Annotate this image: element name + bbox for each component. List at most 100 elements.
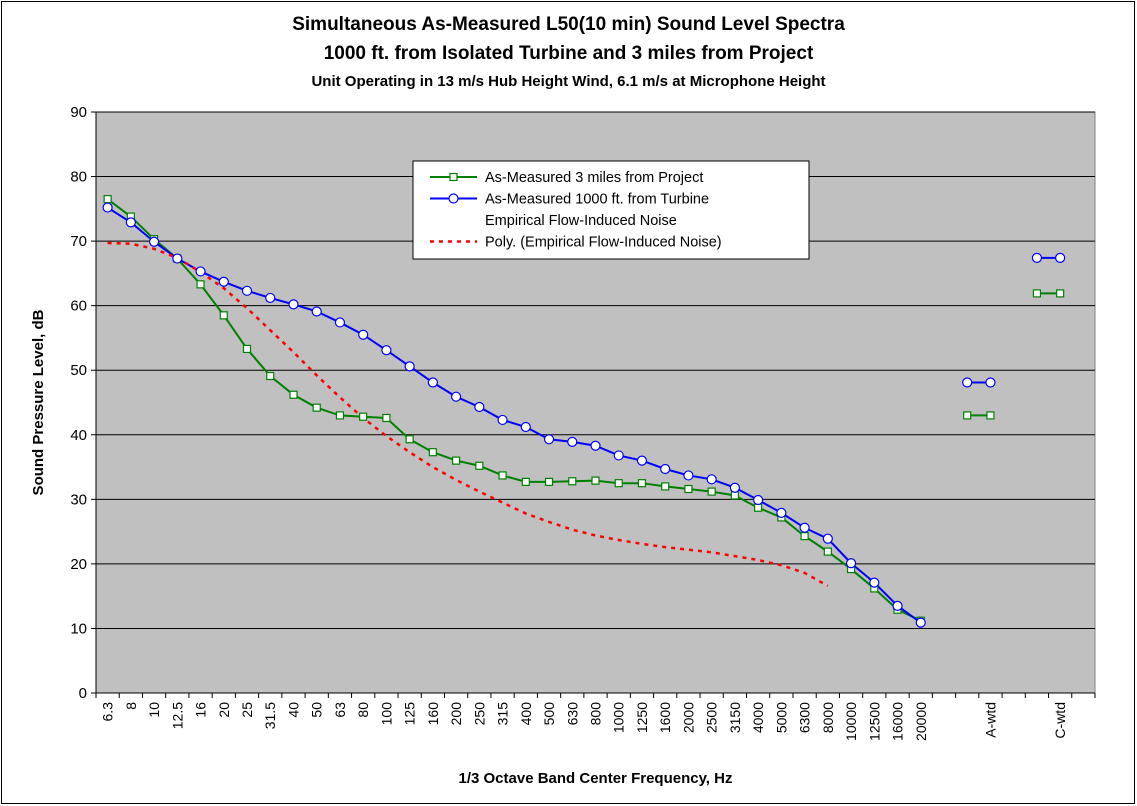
data-point-series-2 <box>404 361 415 372</box>
x-tick-label: 3150 <box>727 702 743 733</box>
chart-subtitle: 1000 ft. from Isolated Turbine and 3 mil… <box>323 43 814 64</box>
x-tick-label: 630 <box>564 702 580 726</box>
data-point-series-2 <box>358 329 369 340</box>
y-tick-label: 50 <box>70 362 87 379</box>
x-tick-label: 40 <box>285 702 301 718</box>
legend-label: As-Measured 3 miles from Project <box>485 170 703 186</box>
data-point-series-2 <box>334 317 346 328</box>
x-tick-label: 100 <box>378 702 394 726</box>
weighted-point-A-wtd <box>986 411 995 420</box>
weighted-point-C-wtd <box>1031 252 1043 263</box>
data-point-series-1 <box>614 479 623 488</box>
x-tick-label: 10 <box>146 702 162 718</box>
data-point-series-1 <box>707 487 716 496</box>
y-axis-label: Sound Pressure Level, dB <box>30 309 47 495</box>
data-point-series-1 <box>428 448 437 457</box>
x-tick-label: 6.3 <box>100 702 116 722</box>
x-tick-label: 8 <box>123 702 139 710</box>
data-point-series-2 <box>543 434 555 445</box>
data-point-series-2 <box>102 202 113 213</box>
weighted-point-C-wtd <box>1055 252 1066 263</box>
x-tick-label: 63 <box>332 702 348 718</box>
data-point-series-2 <box>776 507 787 518</box>
data-point-series-2 <box>148 236 160 247</box>
data-point-series-2 <box>799 522 810 533</box>
data-point-series-1 <box>521 477 530 487</box>
y-tick-label: 0 <box>79 685 87 702</box>
data-point-series-1 <box>335 411 345 420</box>
data-point-series-2 <box>706 474 717 485</box>
x-tick-label: 2500 <box>704 702 720 733</box>
legend-marker <box>449 172 458 182</box>
x-tick-label: 50 <box>309 702 325 718</box>
data-point-series-2 <box>753 494 764 506</box>
x-tick-label: 10000 <box>843 702 859 741</box>
data-point-series-1 <box>196 280 205 289</box>
weighted-point-A-wtd <box>963 411 972 420</box>
y-tick-label: 40 <box>70 427 87 444</box>
y-tick-label: 60 <box>70 298 87 315</box>
y-tick-label: 70 <box>70 233 87 250</box>
data-point-series-2 <box>590 440 601 451</box>
legend <box>412 160 810 260</box>
series-line-3 <box>107 241 829 587</box>
x-tick-label: 12500 <box>866 702 882 741</box>
data-point-series-1 <box>800 532 809 541</box>
y-tick-label: 20 <box>70 556 87 573</box>
data-point-series-1 <box>219 311 228 320</box>
x-tick-label: 80 <box>355 702 371 718</box>
x-tick-label: 12.5 <box>169 702 185 729</box>
data-point-series-2 <box>497 414 508 426</box>
x-tick-label: 16000 <box>890 702 906 741</box>
data-point-series-2 <box>218 276 229 287</box>
data-point-series-2 <box>265 292 276 304</box>
data-point-series-2 <box>683 470 694 481</box>
y-tick-label: 80 <box>70 169 87 186</box>
x-tick-label: 20 <box>216 702 232 718</box>
x-tick-label: 4000 <box>750 702 766 733</box>
y-tick-label: 10 <box>70 620 87 637</box>
data-point-series-1 <box>544 477 554 487</box>
data-point-series-1 <box>382 413 391 423</box>
data-point-series-1 <box>754 503 763 512</box>
legend-label: As-Measured 1000 ft. from Turbine <box>485 192 709 208</box>
x-tick-label: 8000 <box>820 702 836 733</box>
data-point-series-2 <box>195 266 206 277</box>
data-point-series-1 <box>661 482 670 491</box>
weighted-point-A-wtd <box>962 377 973 388</box>
x-tick-label: 25 <box>239 702 255 718</box>
data-point-series-2 <box>660 463 671 475</box>
data-point-series-1 <box>103 195 112 204</box>
legend-label: Empirical Flow-Induced Noise <box>485 213 677 229</box>
x-tick-label: 6300 <box>797 702 813 733</box>
weighted-point-C-wtd <box>1056 289 1065 298</box>
data-point-series-2 <box>427 377 438 388</box>
data-point-series-2 <box>172 253 183 264</box>
data-point-series-1 <box>289 390 298 399</box>
x-axis-label: 1/3 Octave Band Center Frequency, Hz <box>459 770 733 787</box>
data-point-series-2 <box>869 577 880 588</box>
data-point-series-1 <box>242 344 252 354</box>
data-point-series-2 <box>567 436 578 447</box>
chart-subtitle-2: Unit Operating in 13 m/s Hub Height Wind… <box>311 73 826 90</box>
data-point-series-1 <box>475 461 484 470</box>
x-tick-label: 5000 <box>773 702 789 733</box>
data-point-series-2 <box>381 345 392 356</box>
data-point-series-1 <box>405 435 414 444</box>
weighted-point-A-wtd <box>985 377 996 388</box>
x-tick-label: 200 <box>448 702 464 726</box>
x-tick-label: 1250 <box>634 702 650 733</box>
legend-label: Poly. (Empirical Flow-Induced Noise) <box>485 235 722 251</box>
data-point-series-1 <box>637 479 647 488</box>
x-tick-label: A-wtd <box>982 702 998 738</box>
data-point-series-2 <box>288 299 299 310</box>
data-point-series-1 <box>312 403 321 412</box>
x-tick-label: 160 <box>425 702 441 726</box>
data-point-series-1 <box>568 477 577 486</box>
data-point-series-2 <box>125 217 136 228</box>
chart-title: Simultaneous As-Measured L50(10 min) Sou… <box>292 14 845 35</box>
x-tick-label: 250 <box>471 702 487 726</box>
